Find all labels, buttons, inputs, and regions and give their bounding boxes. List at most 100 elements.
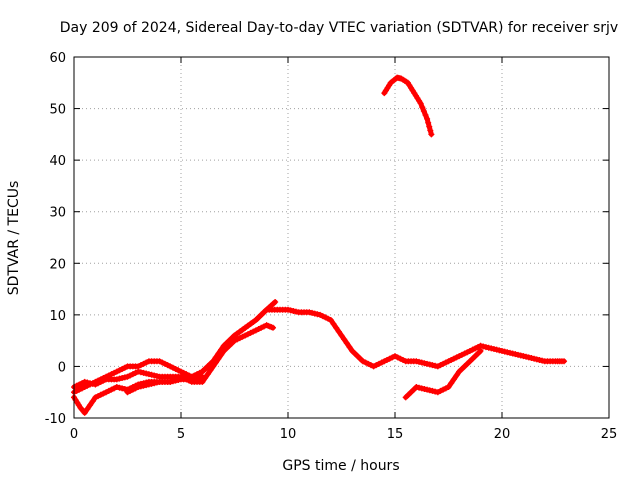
data-point	[341, 336, 348, 343]
data-point	[517, 352, 524, 359]
data-point	[367, 362, 374, 369]
data-point	[445, 384, 452, 391]
data-point	[207, 367, 214, 374]
data-point	[127, 387, 134, 394]
x-tick-label: 25	[601, 427, 618, 442]
data-point	[175, 367, 182, 374]
data-point	[397, 355, 404, 362]
data-point	[242, 332, 249, 339]
data-point	[196, 374, 203, 381]
y-tick-label: 60	[49, 51, 66, 66]
data-point	[426, 361, 433, 368]
data-point	[247, 329, 254, 336]
data-point	[477, 342, 484, 349]
data-point	[346, 344, 353, 351]
data-point	[418, 359, 425, 366]
data-point	[156, 358, 163, 365]
data-point	[92, 378, 99, 385]
data-point	[172, 377, 179, 384]
data-point	[250, 328, 257, 335]
x-tick-label: 15	[387, 427, 404, 442]
x-axis-label: GPS time / hours	[282, 458, 399, 474]
data-point	[416, 358, 423, 365]
data-point	[132, 385, 139, 392]
y-tick-label: 20	[49, 257, 66, 272]
data-point	[140, 382, 147, 389]
data-point	[309, 309, 316, 316]
data-point	[97, 391, 104, 398]
data-point	[485, 344, 492, 351]
data-point	[424, 386, 431, 393]
data-point	[81, 384, 88, 391]
data-point	[456, 353, 463, 360]
data-point	[84, 382, 91, 389]
data-point	[129, 371, 136, 378]
y-tick-label: 40	[49, 154, 66, 169]
data-point	[239, 333, 246, 340]
data-point	[80, 408, 87, 415]
data-point	[194, 375, 201, 382]
data-point	[95, 393, 102, 400]
data-point	[113, 376, 120, 383]
data-point	[421, 360, 428, 367]
data-point	[432, 388, 439, 395]
data-point	[199, 373, 206, 380]
data-point	[81, 409, 88, 416]
data-point	[512, 351, 519, 358]
data-point	[169, 378, 176, 385]
data-point	[270, 324, 277, 331]
data-point	[531, 355, 538, 362]
data-point	[472, 345, 479, 352]
data-point	[148, 380, 155, 387]
data-point	[493, 346, 500, 353]
x-tick-label: 20	[494, 427, 511, 442]
data-point	[419, 104, 426, 111]
data-point	[252, 327, 259, 334]
data-point	[175, 376, 182, 383]
data-point	[135, 363, 142, 370]
data-point	[392, 353, 398, 360]
data-point	[365, 360, 372, 367]
data-point	[151, 372, 158, 379]
data-point	[137, 369, 144, 376]
data-point	[135, 368, 142, 375]
data-point	[127, 372, 134, 379]
data-point	[440, 386, 447, 393]
data-point	[111, 385, 118, 392]
data-point	[121, 374, 128, 381]
x-tick-label: 5	[177, 427, 185, 442]
data-point	[89, 380, 96, 387]
data-point	[87, 381, 94, 388]
data-point	[108, 371, 115, 378]
data-point	[504, 349, 511, 356]
data-point	[180, 369, 187, 376]
data-point	[89, 398, 96, 405]
data-point	[428, 131, 435, 138]
data-point	[333, 324, 340, 331]
data-point	[461, 350, 468, 357]
data-point	[488, 345, 495, 352]
data-point	[322, 314, 329, 321]
data-point	[73, 382, 80, 389]
data-point	[167, 378, 174, 385]
data-series	[71, 74, 568, 416]
data-point	[151, 380, 158, 387]
data-point	[359, 358, 366, 365]
data-point	[477, 347, 484, 354]
data-point	[330, 320, 337, 327]
data-point	[539, 357, 546, 364]
data-point	[509, 350, 516, 357]
data-point	[420, 108, 427, 115]
data-point	[220, 347, 227, 354]
data-point	[210, 363, 217, 370]
y-tick-label: 10	[49, 309, 66, 324]
data-point	[226, 340, 233, 347]
data-point	[100, 390, 107, 397]
data-point	[290, 307, 297, 314]
axis-ticks: 0 5 10 15 20 25 -10 0 10 20 30 40 50 60	[45, 51, 618, 442]
data-point	[450, 355, 457, 362]
data-point	[426, 387, 433, 394]
data-point	[378, 359, 385, 366]
data-point	[159, 359, 166, 366]
data-point	[100, 375, 107, 382]
